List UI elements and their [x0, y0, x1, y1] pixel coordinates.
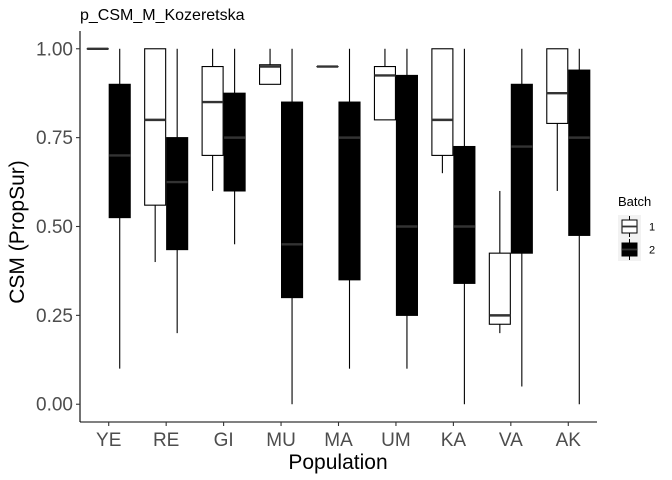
box-AK-batch-1: [546, 48, 569, 191]
x-tick-label: UM: [381, 430, 411, 451]
box-body: [338, 101, 361, 281]
box-MA-batch-2: [338, 48, 361, 369]
box-KA-batch-2: [453, 48, 476, 405]
plot-area: [86, 47, 591, 405]
x-tick-label: RE: [153, 430, 179, 451]
legend: Batch 1 2: [618, 194, 655, 261]
box-body: [546, 48, 569, 124]
chart-title: p_CSM_M_Kozeretska: [80, 7, 245, 24]
box-RE-batch-2: [166, 48, 189, 334]
x-tick-label: MA: [324, 430, 353, 451]
y-tick-label: 1.00: [36, 39, 73, 60]
x-tick-label: MU: [266, 430, 296, 451]
y-tick-label: 0.75: [36, 128, 73, 149]
box-body: [144, 48, 167, 206]
x-tick-label: VA: [499, 430, 523, 451]
box-body: [568, 69, 591, 236]
box-YE-batch-2: [108, 48, 131, 369]
y-tick-label: 0.50: [36, 217, 73, 238]
legend-label: 1: [649, 222, 655, 234]
box-GI-batch-1: [201, 48, 224, 191]
legend-title: Batch: [618, 194, 651, 209]
box-body: [166, 137, 189, 251]
x-axis: YE RE GI MU MA UM KA VA AK: [80, 421, 597, 451]
legend-label: 2: [649, 245, 655, 257]
box-GI-batch-2: [223, 48, 246, 245]
x-axis-title: Population: [288, 451, 387, 474]
box-body: [281, 101, 304, 299]
box-RE-batch-1: [144, 48, 167, 263]
box-AK-batch-2: [568, 48, 591, 405]
box-UM-batch-1: [373, 48, 396, 121]
y-tick-label: 0.00: [36, 395, 73, 416]
box-VA-batch-1: [488, 190, 511, 334]
box-body: [488, 252, 511, 325]
box-body: [453, 145, 476, 284]
x-tick-label: YE: [96, 430, 121, 451]
x-tick-label: GI: [214, 430, 234, 451]
box-body: [395, 74, 418, 316]
box-VA-batch-2: [510, 48, 533, 387]
box-MU-batch-1: [259, 48, 282, 85]
x-tick-label: AK: [556, 430, 582, 451]
box-MU-batch-2: [281, 48, 304, 405]
box-body: [510, 83, 533, 254]
y-axis-title: CSM (PropSur): [6, 160, 29, 304]
box-body: [108, 83, 131, 219]
box-body: [431, 48, 454, 156]
box-UM-batch-2: [395, 48, 418, 369]
x-tick-label: KA: [441, 430, 467, 451]
y-tick-label: 0.25: [36, 306, 73, 327]
box-body: [373, 65, 396, 121]
box-body: [223, 92, 246, 192]
box-body: [201, 65, 224, 156]
box-body: [259, 64, 282, 85]
box-KA-batch-1: [431, 48, 454, 174]
y-axis: 0.00 0.25 0.50 0.75 1.00: [36, 31, 81, 422]
